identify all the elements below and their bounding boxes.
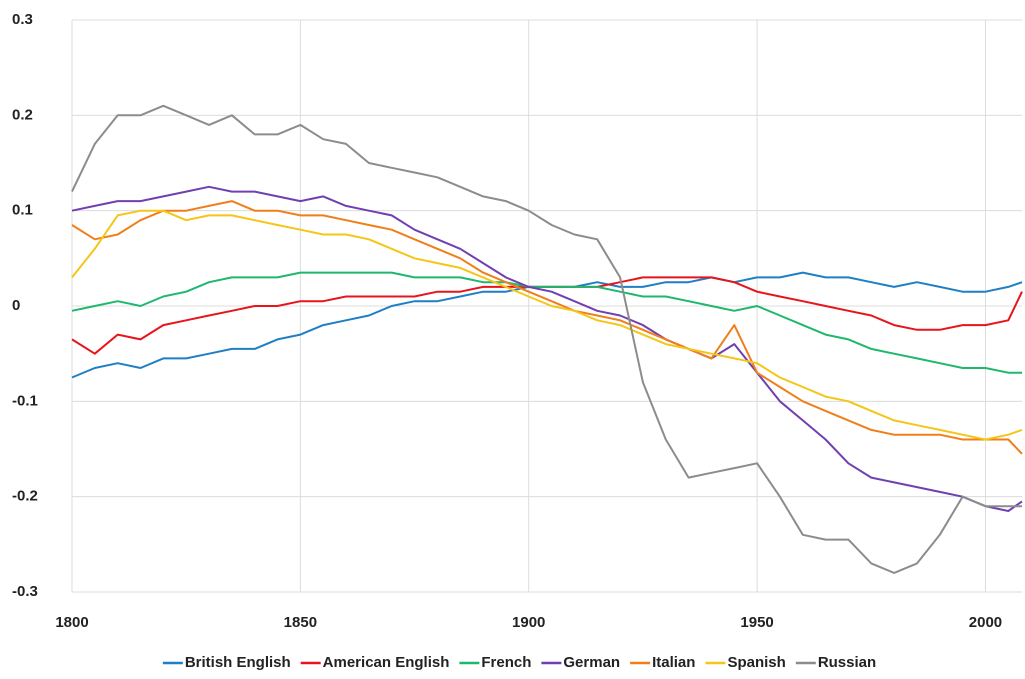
x-tick-label: 2000 — [969, 614, 1002, 631]
series-line — [71, 271, 1022, 374]
x-tick-label: 1850 — [284, 614, 317, 631]
series-line — [71, 209, 1023, 441]
x-tick-label: 1900 — [512, 614, 545, 631]
legend-label: Spanish — [727, 654, 785, 671]
x-tick-label: 1800 — [55, 614, 88, 631]
y-tick-label: 0.2 — [12, 106, 33, 123]
y-tick-label: -0.3 — [12, 583, 38, 600]
legend-label: Russian — [818, 654, 876, 671]
series-line — [71, 271, 1023, 379]
legend-label: British English — [185, 654, 291, 671]
y-tick-label: 0.3 — [12, 11, 33, 28]
x-tick-label: 1950 — [740, 614, 773, 631]
legend-label: French — [481, 654, 531, 671]
series-line — [71, 104, 1022, 574]
legend-label: Italian — [652, 654, 695, 671]
series-line — [71, 200, 1023, 455]
y-tick-label: 0.1 — [12, 202, 33, 219]
y-tick-label: -0.1 — [12, 392, 38, 409]
series-line — [71, 185, 1023, 512]
y-tick-label: 0 — [12, 297, 20, 314]
y-tick-label: -0.2 — [12, 488, 38, 505]
legend-label: German — [563, 654, 620, 671]
series-line — [71, 276, 1023, 355]
legend-label: American English — [323, 654, 450, 671]
